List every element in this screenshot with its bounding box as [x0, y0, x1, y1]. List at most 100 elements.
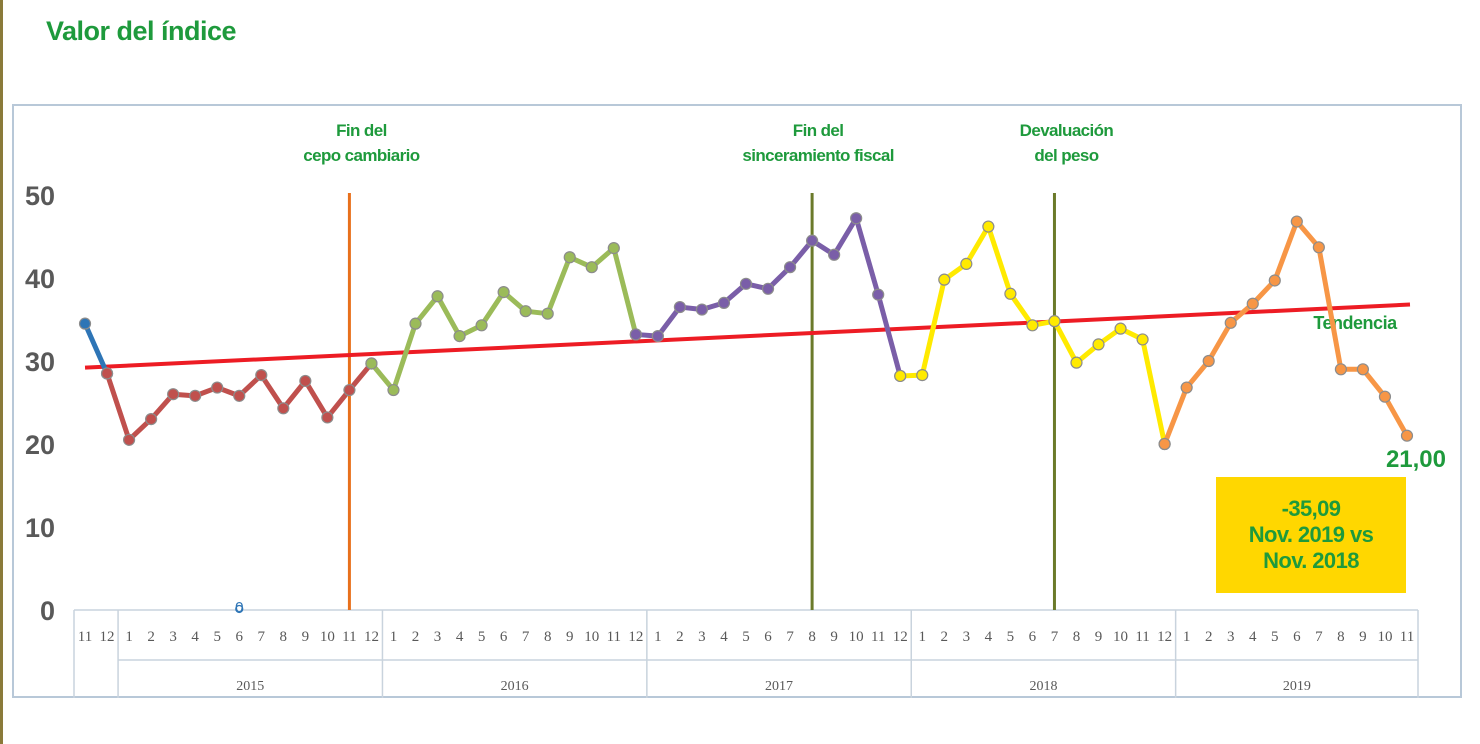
data-point — [145, 413, 158, 426]
month-tick-label: 2 — [412, 629, 420, 645]
month-tick-label: 10 — [1113, 629, 1128, 645]
data-point — [673, 300, 687, 314]
comparison-box: -35,09 Nov. 2019 vs Nov. 2018 — [1216, 477, 1406, 593]
event-label: sinceramiento fiscal — [742, 146, 893, 165]
data-point — [1246, 297, 1259, 310]
data-point — [519, 305, 532, 318]
month-tick-label: 8 — [280, 629, 288, 645]
data-point — [629, 328, 642, 341]
month-tick-label: 12 — [100, 629, 115, 645]
month-tick-label: 2 — [676, 629, 684, 645]
month-tick-label: 1 — [125, 629, 133, 645]
month-tick-label: 11 — [342, 629, 356, 645]
month-tick-label: 7 — [1315, 629, 1323, 645]
data-point — [1026, 319, 1039, 332]
month-tick-label: 7 — [786, 629, 794, 645]
year-label: 2016 — [501, 679, 529, 694]
month-tick-label: 6 — [1029, 629, 1037, 645]
data-point — [1378, 390, 1392, 403]
month-tick-label: 4 — [456, 629, 464, 645]
series-line — [897, 224, 1168, 447]
page-title: Valor del índice — [46, 16, 237, 46]
data-point — [783, 261, 797, 274]
month-tick-label: 6 — [1293, 629, 1301, 645]
month-tick-label: 9 — [830, 629, 838, 645]
comparison-label-1: Nov. 2019 vs — [1248, 522, 1374, 547]
data-point — [1400, 429, 1414, 442]
month-tick-label: 1 — [919, 629, 927, 645]
data-point — [1004, 287, 1017, 300]
data-point — [211, 381, 224, 394]
month-tick-label: 3 — [698, 629, 706, 645]
month-tick-label: 9 — [302, 629, 310, 645]
month-tick-label: 4 — [1249, 629, 1257, 645]
data-point — [100, 367, 114, 380]
data-point — [431, 290, 444, 303]
last-value-label: 21,00 — [1386, 446, 1446, 473]
data-point — [1114, 322, 1127, 335]
year-label: 2017 — [765, 679, 793, 694]
trend-line — [84, 302, 1411, 370]
data-point — [541, 307, 554, 320]
month-tick-label: 5 — [1271, 629, 1279, 645]
data-point — [1268, 274, 1281, 287]
comparison-value: -35,09 — [1281, 496, 1341, 521]
trend-label: Tendencia — [1313, 313, 1398, 333]
y-tick-label: 40 — [25, 264, 55, 294]
month-tick-label: 1 — [390, 629, 398, 645]
month-tick-label: 5 — [742, 629, 750, 645]
data-point — [1070, 356, 1083, 369]
data-point — [321, 411, 334, 424]
data-point — [805, 234, 819, 247]
month-tick-label: 2 — [941, 629, 949, 645]
month-tick-label: 12 — [364, 629, 379, 645]
month-tick-label: 3 — [963, 629, 971, 645]
month-tick-label: 1 — [1183, 629, 1191, 645]
year-label: 2019 — [1283, 679, 1311, 694]
data-point — [78, 317, 92, 330]
data-point — [475, 319, 488, 332]
month-tick-label: 4 — [191, 629, 199, 645]
month-tick-label: 2 — [147, 629, 155, 645]
month-tick-label: 9 — [566, 629, 574, 645]
data-point — [1048, 315, 1061, 328]
month-tick-label: 3 — [1227, 629, 1235, 645]
data-point — [365, 357, 378, 370]
data-point — [872, 288, 885, 301]
month-tick-label: 7 — [522, 629, 530, 645]
month-tick-label: 5 — [213, 629, 221, 645]
y-tick-label: 50 — [25, 181, 55, 211]
data-point — [409, 317, 422, 330]
data-point — [563, 251, 576, 264]
year-label: 2015 — [236, 679, 264, 694]
month-tick-label: 12 — [628, 629, 643, 645]
data-point — [916, 369, 929, 382]
data-point — [850, 212, 863, 225]
data-point — [585, 261, 598, 274]
data-point — [717, 296, 731, 309]
y-tick-label: 0 — [40, 596, 55, 626]
data-point — [1224, 316, 1237, 329]
data-point — [651, 330, 664, 343]
y-tick-label: 20 — [25, 430, 55, 460]
month-tick-label: 4 — [720, 629, 728, 645]
data-point — [938, 273, 951, 286]
zero-data-label: 0 — [235, 599, 243, 616]
month-tick-label: 11 — [78, 629, 92, 645]
data-point — [189, 389, 202, 402]
year-label: 2018 — [1029, 679, 1057, 694]
data-point — [1334, 363, 1347, 376]
data-point — [894, 369, 907, 383]
data-point — [255, 369, 268, 382]
month-tick-label: 5 — [478, 629, 486, 645]
month-tick-label: 6 — [764, 629, 772, 645]
month-tick-label: 6 — [500, 629, 508, 645]
month-tick-label: 7 — [258, 629, 266, 645]
month-tick-label: 9 — [1095, 629, 1103, 645]
month-tick-label: 8 — [1337, 629, 1345, 645]
data-point — [1158, 437, 1171, 451]
month-tick-label: 1 — [654, 629, 662, 645]
data-point — [233, 389, 246, 402]
month-tick-label: 9 — [1359, 629, 1367, 645]
